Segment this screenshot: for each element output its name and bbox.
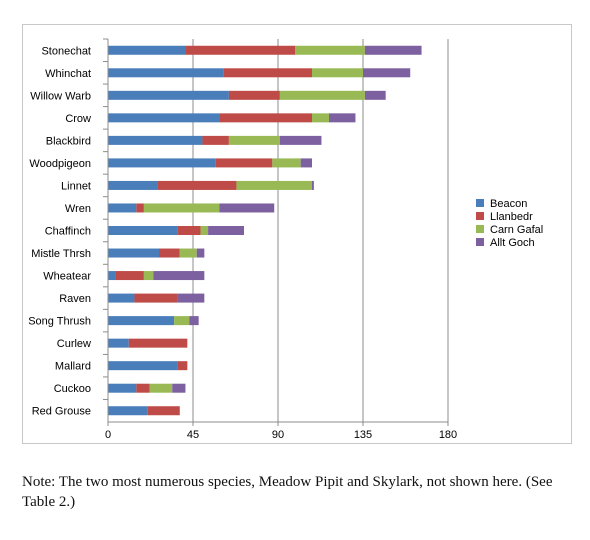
bar-llanbedr-wheatear [115, 271, 144, 281]
bar-beacon-raven [108, 293, 135, 303]
bar-allt-goch-wheatear [153, 271, 205, 281]
bar-llanbedr-raven [134, 293, 178, 303]
category-label-crow: Crow [65, 113, 91, 125]
bar-allt-goch-crow [329, 113, 356, 123]
bar-allt-goch-cuckoo [172, 383, 186, 393]
bar-carn-gafal-wheatear [143, 271, 154, 281]
bar-allt-goch-chaffinch [208, 226, 244, 235]
bar-carn-gafal-chaffinch [200, 226, 209, 235]
bar-llanbedr-blackbird [202, 135, 229, 145]
category-label-willow-warb: Willow Warb [30, 90, 91, 102]
bar-carn-gafal-cuckoo [149, 383, 173, 393]
bar-allt-goch-stonechat [364, 45, 422, 55]
legend-label-beacon: Beacon [490, 198, 527, 210]
bar-allt-goch-woodpigeon [300, 158, 312, 168]
x-tick-label-135: 135 [354, 429, 372, 441]
bar-allt-goch-willow-warb [364, 90, 386, 100]
stacked-bar-chart: Stonechat Whinchat Willow Warb Crow Blackbir… [28, 38, 543, 441]
legend-label-allt-goch: Allt Goch [490, 237, 535, 249]
category-label-wheatear: Wheatear [43, 271, 91, 283]
bar-beacon-mistle-thrsh [108, 248, 159, 258]
bar-beacon-crow [108, 113, 220, 123]
bar-beacon-blackbird [108, 135, 203, 145]
category-label-raven: Raven [59, 293, 91, 305]
bar-llanbedr-red-grouse [147, 406, 180, 416]
legend-swatch-allt-goch [476, 238, 484, 246]
category-label-linnet: Linnet [61, 180, 91, 192]
category-label-woodpigeon: Woodpigeon [29, 158, 91, 170]
bar-allt-goch-whinchat [363, 68, 411, 78]
bar-carn-gafal-wren [143, 203, 220, 213]
bar-allt-goch-raven [177, 293, 205, 303]
x-tick-label-45: 45 [187, 429, 199, 441]
bar-beacon-mallard [108, 361, 178, 371]
bar-carn-gafal-blackbird [228, 135, 280, 145]
bar-beacon-stonechat [108, 45, 186, 55]
x-tick-label-90: 90 [272, 429, 284, 441]
bar-llanbedr-cuckoo [136, 383, 150, 393]
bar-carn-gafal-stonechat [295, 45, 365, 55]
bar-llanbedr-mistle-thrsh [159, 248, 180, 258]
bar-beacon-whinchat [108, 68, 224, 78]
bar-llanbedr-crow [219, 113, 312, 123]
bar-beacon-chaffinch [108, 226, 178, 235]
bar-beacon-linnet [108, 180, 158, 190]
category-label-chaffinch: Chaffinch [45, 226, 91, 238]
bar-carn-gafal-whinchat [312, 68, 363, 78]
category-label-mistle-thrsh: Mistle Thrsh [31, 248, 91, 260]
bar-carn-gafal-willow-warb [279, 90, 365, 100]
bar-allt-goch-blackbird [279, 135, 322, 145]
bar-llanbedr-whinchat [223, 68, 312, 78]
bar-llanbedr-mallard [177, 361, 188, 371]
bar-beacon-woodpigeon [108, 158, 216, 168]
bar-carn-gafal-mistle-thrsh [179, 248, 197, 258]
bar-llanbedr-stonechat [185, 45, 295, 55]
bar-allt-goch-song-thrush [189, 316, 199, 326]
category-label-wren: Wren [65, 203, 91, 215]
bar-allt-goch-linnet [312, 180, 314, 190]
legend-swatch-carn-gafal [476, 225, 484, 233]
bar-carn-gafal-crow [312, 113, 329, 123]
category-label-song-thrush: Song Thrush [28, 316, 91, 328]
bar-beacon-curlew [108, 338, 129, 348]
bar-llanbedr-curlew [128, 338, 188, 348]
bar-carn-gafal-linnet [236, 180, 312, 190]
legend-label-llanbedr: Llanbedr [490, 211, 533, 223]
bar-carn-gafal-song-thrush [174, 316, 190, 326]
bar-beacon-song-thrush [108, 316, 175, 326]
chart-frame: Stonechat Whinchat Willow Warb Crow Blackbir… [22, 24, 572, 444]
category-label-cuckoo: Cuckoo [54, 383, 91, 395]
bar-beacon-red-grouse [108, 406, 148, 416]
category-label-blackbird: Blackbird [46, 135, 91, 147]
x-tick-label-0: 0 [105, 429, 111, 441]
bar-beacon-wheatear [108, 271, 116, 281]
x-tick-label-180: 180 [439, 429, 457, 441]
bar-beacon-cuckoo [108, 383, 137, 393]
bar-allt-goch-mistle-thrsh [196, 248, 205, 258]
bar-allt-goch-wren [219, 203, 275, 213]
bar-beacon-wren [108, 203, 137, 213]
bar-llanbedr-willow-warb [228, 90, 280, 100]
category-label-whinchat: Whinchat [45, 68, 91, 80]
category-label-mallard: Mallard [55, 361, 91, 373]
bar-llanbedr-woodpigeon [215, 158, 273, 168]
legend-label-carn-gafal: Carn Gafal [490, 224, 543, 236]
legend-swatch-beacon [476, 199, 484, 207]
bar-llanbedr-linnet [157, 180, 237, 190]
bar-carn-gafal-woodpigeon [272, 158, 301, 168]
category-label-curlew: Curlew [57, 338, 91, 350]
bar-beacon-willow-warb [108, 90, 229, 100]
category-label-red-grouse: Red Grouse [32, 406, 91, 418]
chart-note: Note: The two most numerous species, Mea… [22, 474, 553, 510]
legend-swatch-llanbedr [476, 212, 484, 220]
bar-llanbedr-chaffinch [177, 226, 201, 235]
category-label-stonechat: Stonechat [41, 45, 91, 57]
bar-llanbedr-wren [136, 203, 144, 213]
